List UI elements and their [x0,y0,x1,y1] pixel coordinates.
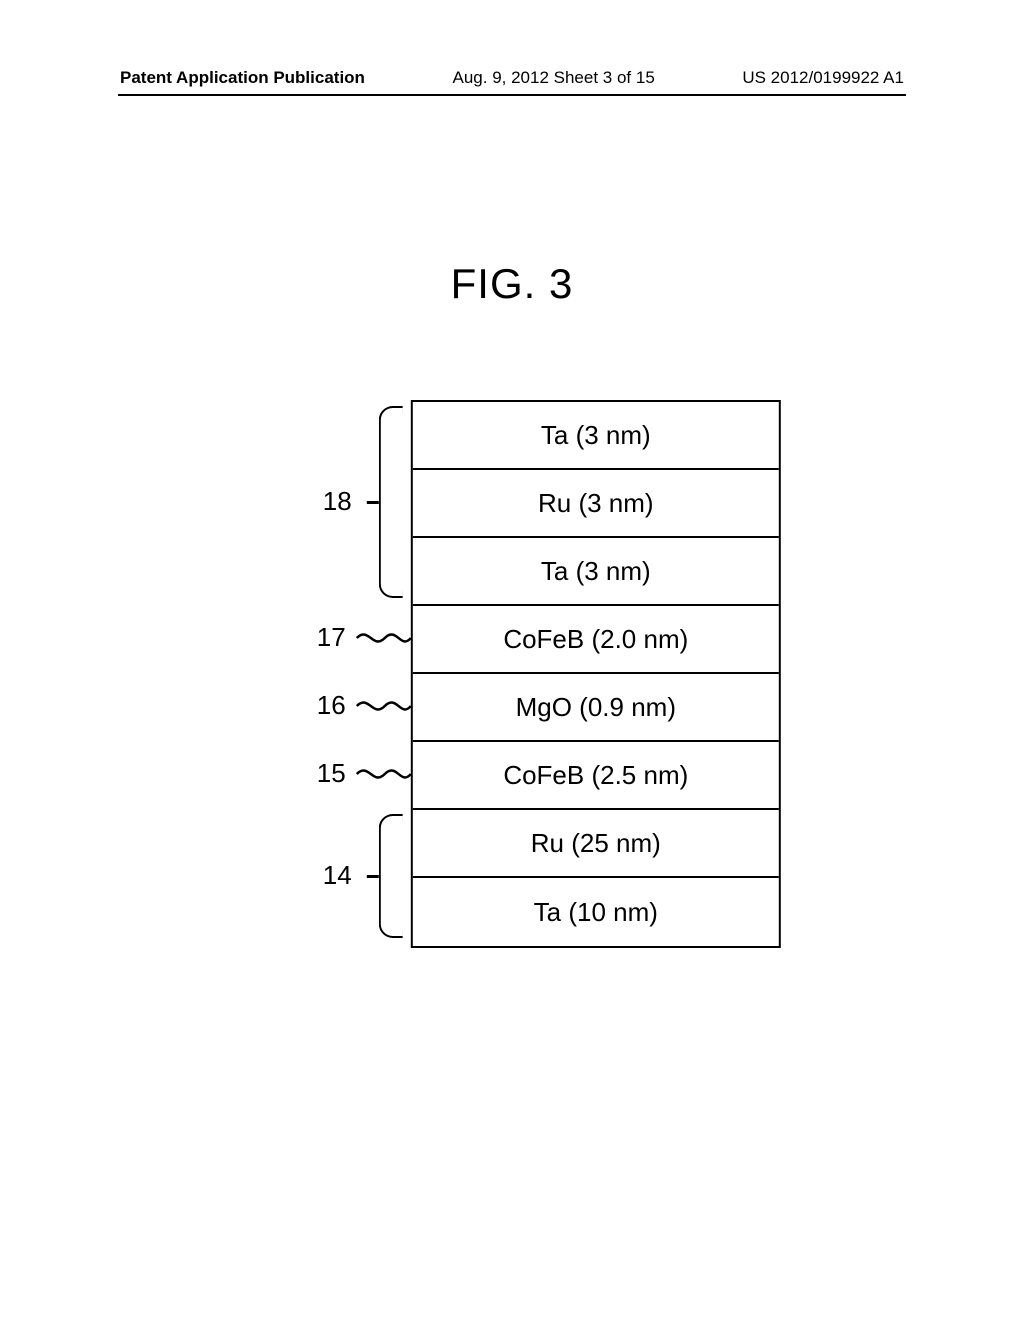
lead-17 [355,628,415,648]
annotation-column: 18 17 16 15 14 [301,400,411,944]
annotation-label-14: 14 [323,860,352,891]
lead-15 [355,764,415,784]
layer-7: Ta (10 nm) [413,878,779,946]
layer-0: Ta (3 nm) [413,402,779,470]
header-rule [118,94,906,96]
lead-16 [355,696,415,716]
annotation-label-15: 15 [317,758,346,789]
layer-4: MgO (0.9 nm) [413,674,779,742]
annotation-label-18: 18 [323,486,352,517]
layer-2: Ta (3 nm) [413,538,779,606]
layer-stack: Ta (3 nm)Ru (3 nm)Ta (3 nm)CoFeB (2.0 nm… [411,400,781,948]
brace-nub-14 [367,875,379,878]
brace-18 [379,406,403,598]
brace-14 [379,814,403,938]
figure-title: FIG. 3 [0,260,1024,308]
layer-5: CoFeB (2.5 nm) [413,742,779,810]
layer-3: CoFeB (2.0 nm) [413,606,779,674]
layer-1: Ru (3 nm) [413,470,779,538]
annotation-label-17: 17 [317,622,346,653]
figure-diagram: 1817161514 Ta (3 nm)Ru (3 nm)Ta (3 nm)Co… [301,400,781,948]
page-header: Patent Application Publication Aug. 9, 2… [120,68,904,88]
header-center: Aug. 9, 2012 Sheet 3 of 15 [453,68,655,88]
layer-6: Ru (25 nm) [413,810,779,878]
header-right: US 2012/0199922 A1 [742,68,904,88]
annotation-label-16: 16 [317,690,346,721]
header-left: Patent Application Publication [120,68,365,88]
brace-nub-18 [367,501,379,504]
